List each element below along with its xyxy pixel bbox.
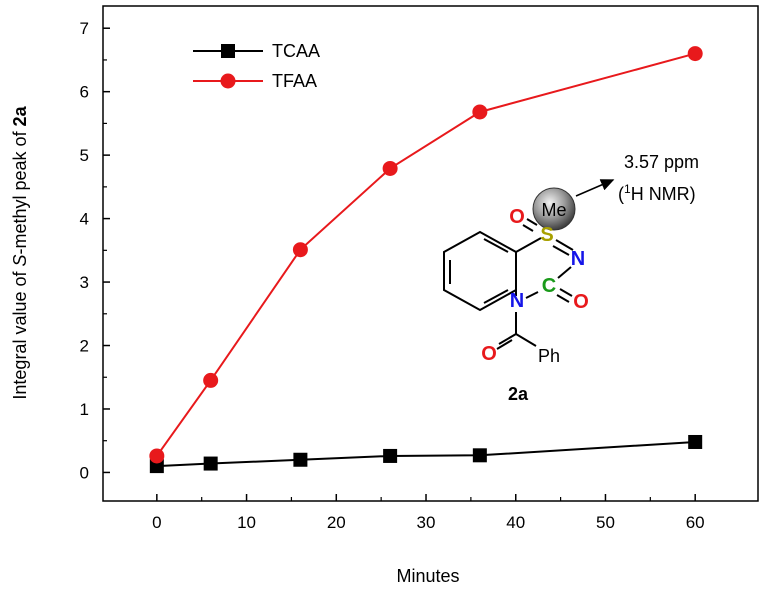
atom-o-benzoyl: O <box>481 343 497 365</box>
nmr-method-sup: 1 <box>624 182 631 196</box>
data-point-tfaa <box>203 372 219 388</box>
data-point-tcaa <box>472 448 487 463</box>
plot-area-frame <box>102 5 759 502</box>
y-tick-label: 2 <box>80 337 89 356</box>
bond-s-o-double <box>522 224 534 232</box>
series-line-tfaa <box>156 52 696 457</box>
bond-ring-s <box>515 237 542 253</box>
methyl-label: Me <box>541 200 566 220</box>
phenyl-label: Ph <box>538 346 560 366</box>
benzene-ring <box>443 230 517 312</box>
y-tick-label: 1 <box>80 400 89 419</box>
data-point-tfaa <box>382 160 398 176</box>
x-tick-label: 20 <box>327 513 346 532</box>
nmr-method-rest: H NMR) <box>631 184 696 204</box>
y-axis-title-part1: Integral value of <box>10 267 30 400</box>
atom-c: C <box>542 275 556 297</box>
axis-tick-labels: 0 10 20 30 40 50 60 0 1 2 3 4 5 6 7 <box>80 19 705 532</box>
atom-o-sulfonyl: O <box>509 206 525 228</box>
atom-s: S <box>540 224 553 246</box>
y-tick-label: 7 <box>80 19 89 38</box>
atom-n-ring: N <box>571 248 585 270</box>
y-axis-title-part4: 2a <box>10 105 30 126</box>
y-axis-title-part2: S <box>10 254 30 266</box>
y-axis-title: Integral value of S-methyl peak of 2a <box>10 105 30 399</box>
x-tick-label: 60 <box>686 513 705 532</box>
data-point-tcaa <box>688 434 703 449</box>
x-tick-label: 0 <box>152 513 161 532</box>
y-tick-label: 6 <box>80 83 89 102</box>
data-point-tfaa <box>472 104 488 120</box>
x-tick-label: 30 <box>417 513 436 532</box>
bond-s-n-double <box>552 245 570 256</box>
x-tick-label: 10 <box>237 513 256 532</box>
y-axis-title-part3: -methyl peak of <box>10 126 30 254</box>
legend-marker-tfaa <box>220 73 236 89</box>
nmr-method-open: ( <box>618 184 624 204</box>
bond-c-o <box>559 288 573 297</box>
molecule-2a: Me S N C O N O O Ph 2a 3.57 ppm (1H NMR) <box>443 152 699 404</box>
x-tick-label: 40 <box>506 513 525 532</box>
bond-s-o <box>526 218 538 226</box>
series-layer <box>149 46 703 474</box>
data-point-tfaa <box>149 448 165 464</box>
legend-label-tcaa: TCAA <box>272 41 320 61</box>
data-point-tcaa <box>293 452 308 467</box>
data-point-tfaa <box>687 46 703 62</box>
compound-label: 2a <box>508 384 529 404</box>
benzene-double-bond-3 <box>483 289 509 304</box>
nmr-shift-label: 3.57 ppm <box>624 152 699 172</box>
y-tick-label: 0 <box>80 463 89 482</box>
bond-carbonyl-ph <box>515 333 537 347</box>
atom-o-carbonyl: O <box>573 291 589 313</box>
annotation-arrow <box>575 179 615 197</box>
data-point-tfaa <box>292 242 308 258</box>
legend-label-tfaa: TFAA <box>272 71 317 91</box>
bond-s-n <box>555 239 574 251</box>
data-point-tcaa <box>149 459 164 474</box>
bond-n-c <box>557 266 572 279</box>
atom-n-amide: N <box>510 290 524 312</box>
axis-ticks <box>103 27 696 501</box>
y-tick-label: 5 <box>80 146 89 165</box>
x-axis-title: Minutes <box>396 566 459 586</box>
data-point-tcaa <box>203 456 218 471</box>
bond-c-o-double <box>556 294 570 303</box>
bond-carbonyl-o <box>498 333 517 345</box>
nmr-method-label: (1H NMR) <box>618 182 696 204</box>
methyl-sphere <box>532 187 576 231</box>
series-line-tcaa <box>156 440 696 468</box>
legend: TCAA TFAA <box>193 41 320 91</box>
bond-carbonyl-o-double <box>496 339 513 350</box>
benzene-double-bond-2 <box>483 238 509 253</box>
y-tick-label: 3 <box>80 273 89 292</box>
y-tick-label: 4 <box>80 210 89 229</box>
bond-c-n <box>525 291 539 299</box>
data-point-tcaa <box>383 448 398 463</box>
legend-marker-tcaa <box>221 44 235 58</box>
x-tick-label: 50 <box>596 513 615 532</box>
